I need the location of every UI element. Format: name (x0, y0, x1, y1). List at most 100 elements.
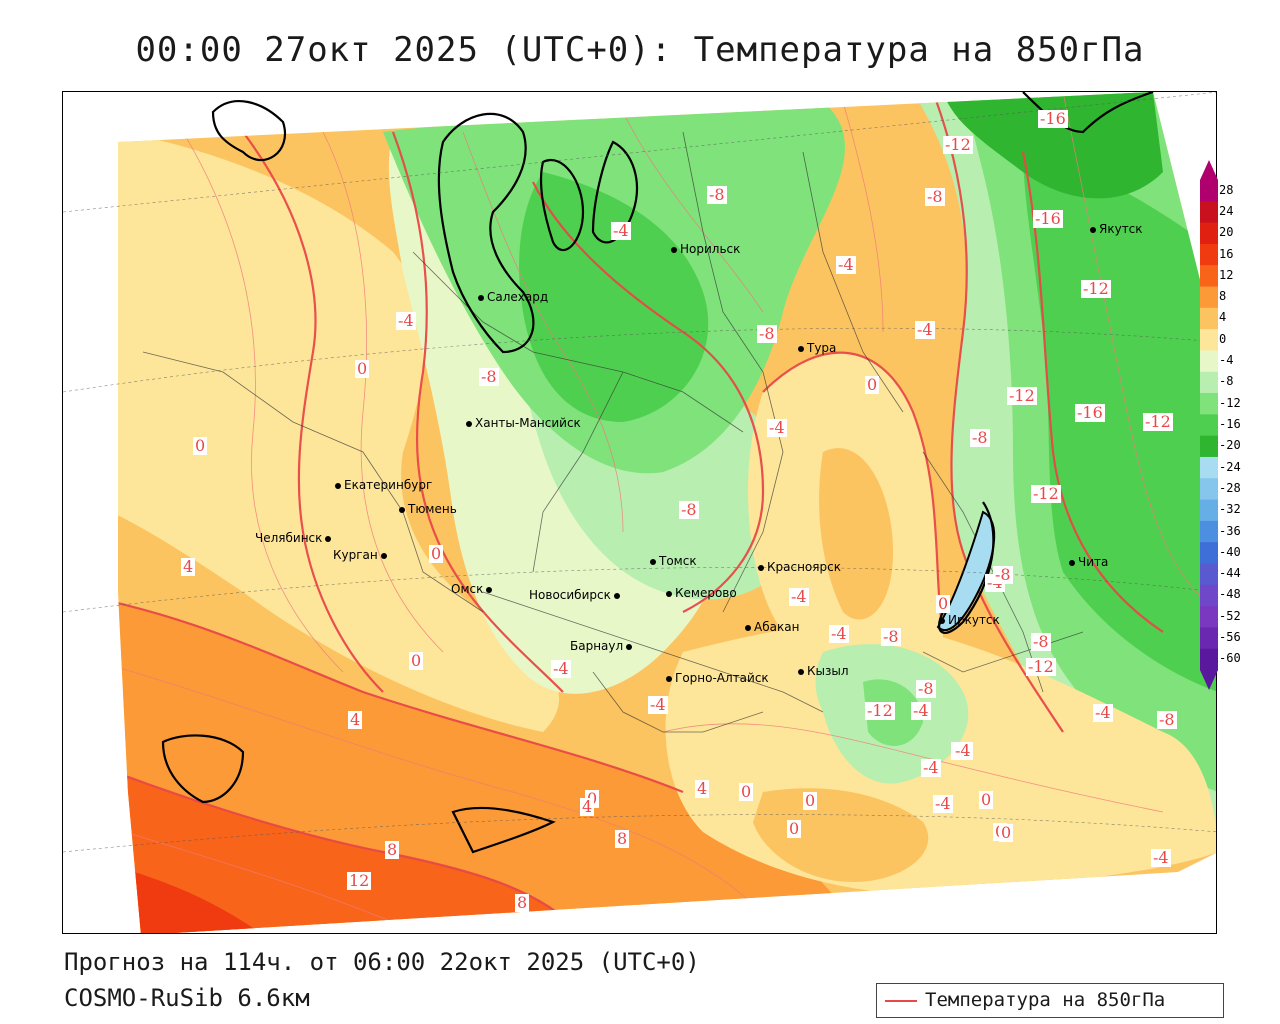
colorbar-tick-label: 24 (1219, 203, 1234, 218)
contour-label: -16 (1038, 109, 1068, 128)
contour-label: 8 (385, 840, 400, 859)
city-tomsk: Томск (650, 554, 697, 568)
contour-label: -4 (648, 695, 668, 714)
colorbar-tick-label: -44 (1219, 566, 1241, 581)
contour-label: 4 (181, 557, 196, 576)
colorbar-tick-label: -20 (1219, 438, 1241, 453)
colorbar-tick-label: -16 (1219, 417, 1241, 431)
city-irkutsk: Иркутск (939, 613, 1000, 627)
contour-label: 0 (355, 359, 370, 378)
contour-label: -12 (1031, 484, 1061, 503)
contour-label: -8 (1157, 710, 1177, 729)
city-barnaul: Барнаул (570, 639, 635, 653)
model-info: COSMO-RuSib 6.6км (64, 984, 310, 1012)
city-tura: Тура (798, 341, 836, 355)
contour-label: 0 (865, 375, 880, 394)
contour-label: 8 (515, 893, 530, 912)
contour-label: -4 (396, 311, 416, 330)
colorbar-tick-label: -56 (1219, 630, 1241, 645)
contour-label: 0 (787, 819, 802, 838)
colorbar-swatch (1200, 627, 1218, 650)
temperature-map: Норильск Салехард Тура Якутск Ханты-Манс… (62, 91, 1217, 934)
contour-label: -4 (953, 741, 973, 760)
colorbar-swatch (1200, 456, 1218, 479)
colorbar-tick-label: 8 (1219, 289, 1227, 304)
colorbar-tick-label: -4 (1219, 353, 1234, 368)
colorbar-tick-label: -60 (1219, 651, 1241, 666)
contour-label: 0 (409, 651, 424, 670)
colorbar-tick-label: -36 (1219, 523, 1241, 538)
city-tyumen: Тюмень (399, 502, 457, 516)
contour-label: -4 (836, 255, 856, 274)
city-gorno-altaysk: Горно-Алтайск (666, 671, 769, 685)
legend-box: Температура на 850гПа (876, 983, 1224, 1018)
colorbar-tick-label: -52 (1219, 608, 1241, 623)
colorbar-tick-label: -24 (1219, 459, 1241, 474)
city-omsk: Омск (451, 582, 495, 596)
contour-label: -16 (1033, 209, 1063, 228)
colorbar-swatch (1200, 393, 1218, 415)
colorbar-swatch (1200, 542, 1218, 564)
contour-label: -4 (789, 587, 809, 606)
contour-label: 0 (999, 823, 1014, 842)
colorbar-tick-label: -28 (1219, 480, 1241, 495)
temperature-field (63, 92, 1216, 933)
colorbar-tick-label: -12 (1219, 395, 1241, 410)
contour-label: 4 (348, 710, 363, 729)
colorbar-tick-label: 4 (1219, 310, 1227, 325)
city-norilsk: Норильск (671, 242, 740, 256)
colorbar-tick-label: 0 (1219, 331, 1227, 346)
legend-line (885, 1000, 917, 1002)
city-chita: Чита (1069, 555, 1108, 569)
colorbar-swatch (1200, 243, 1218, 266)
colorbar-swatch (1200, 563, 1218, 586)
contour-label: -8 (993, 565, 1013, 584)
contour-label: -12 (1143, 412, 1173, 431)
map-title: 00:00 27окт 2025 (UTC+0): Температура на… (135, 30, 1145, 70)
contour-label: -4 (611, 221, 631, 240)
contour-label: -4 (829, 624, 849, 643)
colorbar-tick-label: -40 (1219, 544, 1241, 559)
contour-label: -12 (1007, 386, 1037, 405)
colorbar-tick-label: 12 (1219, 267, 1234, 282)
contour-label: -4 (1151, 848, 1171, 867)
contour-label: 0 (979, 790, 994, 809)
contour-label: 0 (193, 436, 208, 455)
colorbar-swatch (1200, 584, 1218, 607)
colorbar-swatch (1200, 606, 1218, 628)
colorbar-swatch (1200, 350, 1218, 373)
city-yakutsk: Якутск (1090, 222, 1143, 236)
contour-label: -8 (757, 324, 777, 343)
colorbar-tick-label: 28 (1219, 182, 1234, 197)
colorbar-swatch (1200, 478, 1218, 501)
colorbar-swatch (1200, 520, 1218, 543)
contour-label: -16 (1075, 403, 1105, 422)
color-scale-bar (1200, 160, 1218, 690)
colorbar-swatch (1200, 329, 1218, 351)
contour-label: -8 (881, 627, 901, 646)
contour-label: -4 (767, 418, 787, 437)
contour-label: -4 (911, 701, 931, 720)
colorbar-swatch (1200, 648, 1218, 671)
contour-label: 4 (580, 797, 595, 816)
contour-label: -4 (551, 659, 571, 678)
city-kyzyl: Кызыл (798, 664, 849, 678)
city-salekhard: Салехард (478, 290, 548, 304)
colorbar-bottom-arrow (1200, 670, 1218, 690)
city-novosibirsk: Новосибирск (529, 588, 623, 602)
colorbar-swatch (1200, 201, 1218, 224)
contour-label: 0 (739, 782, 754, 801)
contour-label: -8 (679, 500, 699, 519)
city-abakan: Абакан (745, 620, 799, 634)
colorbar-tick-label: -48 (1219, 587, 1241, 602)
colorbar-swatch (1200, 286, 1218, 309)
city-kemerovo: Кемерово (666, 586, 737, 600)
contour-label: -12 (943, 135, 973, 154)
contour-label: -8 (970, 428, 990, 447)
contour-label: -12 (1081, 279, 1111, 298)
contour-label: -8 (925, 187, 945, 206)
city-khanty-mansiysk: Ханты-Мансийск (466, 416, 581, 430)
contour-label: -4 (1093, 703, 1113, 722)
colorbar-swatch (1200, 414, 1218, 437)
colorbar-swatch (1200, 265, 1218, 288)
